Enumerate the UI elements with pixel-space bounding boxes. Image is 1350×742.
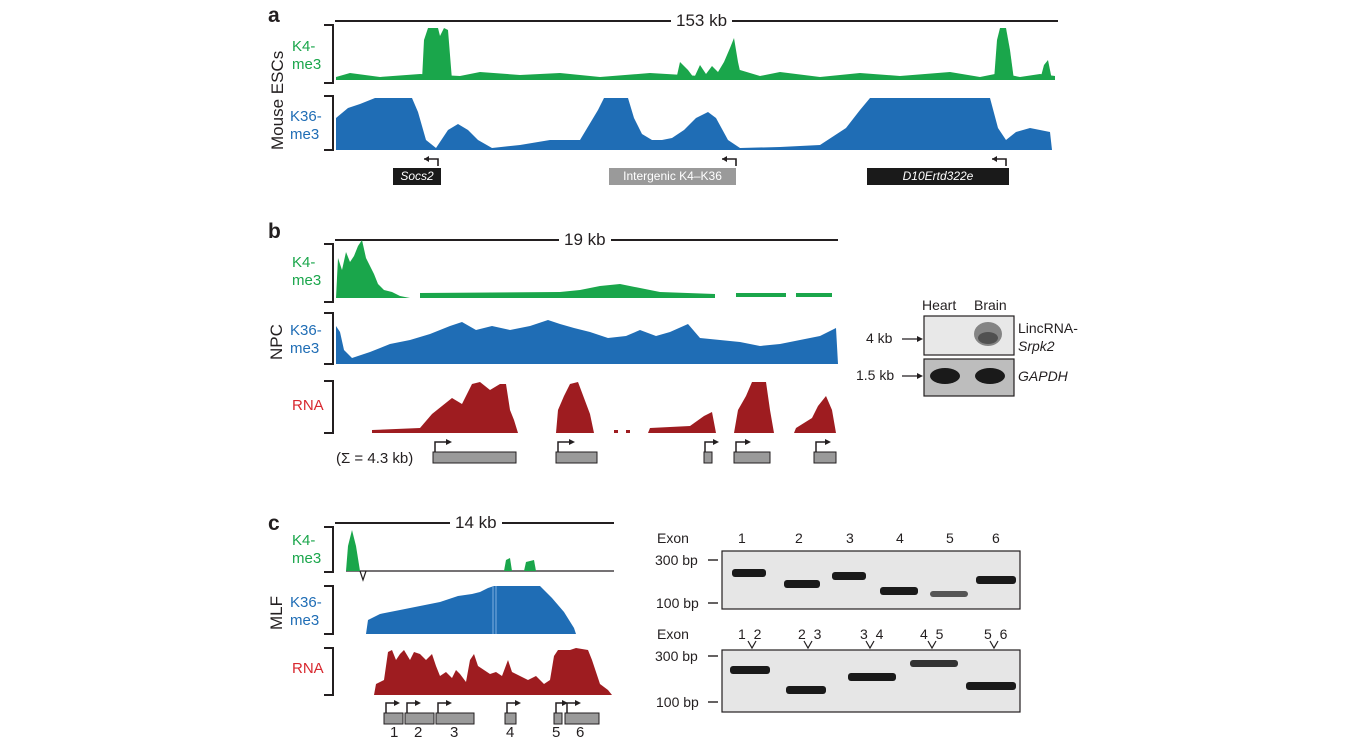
panel-b-sum-label: (Σ = 4.3 kb) — [336, 450, 414, 467]
gel1-size-100: 100 bp — [656, 595, 699, 611]
exon-number: 2 — [414, 724, 423, 741]
panel-a-scale: 153 kb — [671, 11, 733, 31]
panel-a-k36-label: K36- me3 — [290, 108, 322, 143]
gene-d10ertd322e: D10Ertd322e — [867, 168, 1009, 185]
gel2-lane: 5 6 — [984, 626, 1008, 642]
blot-heart: Heart — [922, 297, 957, 313]
panel-c-k36-label: K36- me3 — [290, 594, 322, 629]
panel-c-scale: 14 kb — [450, 513, 502, 533]
panel-b-k36-label: K36- me3 — [290, 322, 322, 357]
gel1-lane: 4 — [896, 530, 904, 546]
panel-a-k4-label: K4- me3 — [292, 38, 322, 73]
gel2-lane: 3 4 — [860, 626, 884, 642]
panel-c-k4-label: K4- me3 — [292, 532, 322, 567]
gel2-size-100: 100 bp — [656, 694, 699, 710]
gel2-lane: 4 5 — [920, 626, 944, 642]
gel2-lane: 2 3 — [798, 626, 822, 642]
exon-number: 1 — [390, 724, 399, 741]
gel1-lane: 5 — [946, 530, 954, 546]
exon-number: 6 — [576, 724, 585, 741]
panel-c-letter: c — [268, 512, 280, 535]
gel1-lane: 2 — [795, 530, 803, 546]
blot-target-gapdh: GAPDH — [1018, 368, 1068, 384]
panel-b-k4-label: K4- me3 — [292, 254, 322, 289]
gel1-header: Exon — [657, 530, 689, 546]
exon-number: 5 — [552, 724, 561, 741]
blot-size-1-5kb: 1.5 kb — [856, 367, 895, 383]
exon-number: 4 — [506, 724, 515, 741]
blot-target-lincrna: LincRNA- — [1018, 320, 1078, 336]
gel2-header: Exon — [657, 626, 689, 642]
blot-brain: Brain — [974, 297, 1007, 313]
exon-number: 3 — [450, 724, 459, 741]
gel1-lane: 3 — [846, 530, 854, 546]
panel-b-letter: b — [268, 220, 281, 243]
blot-target-srpk2: Srpk2 — [1018, 338, 1055, 354]
panel-a-letter: a — [268, 4, 280, 27]
gel1-size-300: 300 bp — [655, 552, 698, 568]
panel-c-rna-label: RNA — [292, 660, 324, 677]
gene-intergenic: Intergenic K4–K36 — [609, 168, 736, 185]
gel1-lane: 1 — [738, 530, 746, 546]
gel2-size-300: 300 bp — [655, 648, 698, 664]
gel2-lane: 1 2 — [738, 626, 762, 642]
panel-c-cell-label: MLF — [267, 596, 286, 630]
gel1-lane: 6 — [992, 530, 1000, 546]
panel-b-rna-label: RNA — [292, 397, 324, 414]
gene-socs2: Socs2 — [393, 168, 441, 185]
panel-b-scale: 19 kb — [559, 230, 611, 250]
blot-size-4kb: 4 kb — [866, 330, 893, 346]
